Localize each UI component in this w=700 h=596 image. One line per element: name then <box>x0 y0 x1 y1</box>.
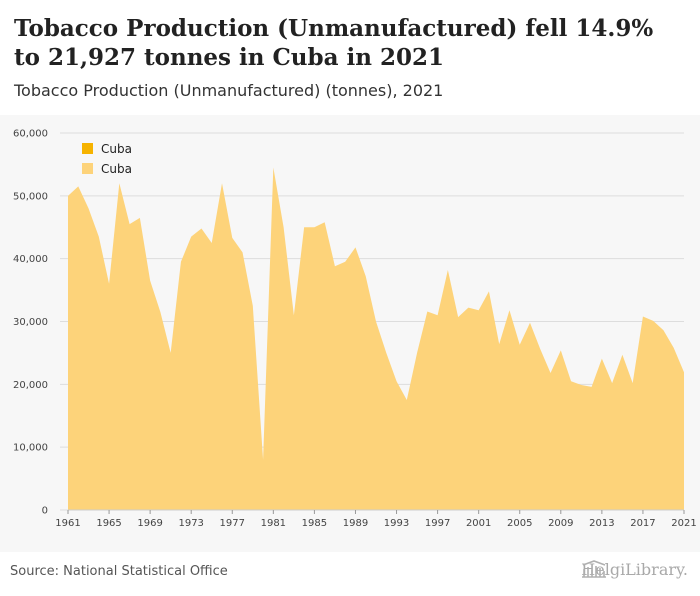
brand-name: HelgiLibrary. <box>581 560 688 579</box>
x-tick-label: 1969 <box>137 518 162 529</box>
x-tick-label: 2001 <box>466 518 491 529</box>
x-tick-label: 1989 <box>343 518 368 529</box>
x-tick-label: 2005 <box>507 518 532 529</box>
x-tick-label: 2017 <box>630 518 655 529</box>
y-tick-label: 10,000 <box>13 443 48 454</box>
chart-title: Tobacco Production (Unmanufactured) fell… <box>14 15 654 71</box>
x-tick-label: 1993 <box>384 518 409 529</box>
y-tick-label: 50,000 <box>13 191 48 202</box>
y-tick-label: 60,000 <box>13 129 48 140</box>
footer <box>0 552 700 596</box>
x-tick-label: 2009 <box>548 518 573 529</box>
legend-label: Cuba <box>101 142 132 156</box>
x-tick-label: 1973 <box>178 518 203 529</box>
x-tick-label: 1997 <box>425 518 450 529</box>
y-tick-label: 30,000 <box>13 317 48 328</box>
series-area-cuba <box>68 167 684 510</box>
chart-panel: 0 10,000 20,000 30,000 40,000 50,000 60,000 196… <box>0 115 700 552</box>
x-tick-label: 1985 <box>302 518 327 529</box>
brand[interactable]: HelgiLibrary. <box>581 560 688 579</box>
y-tick-label: 20,000 <box>13 380 48 391</box>
y-tick-label: 40,000 <box>13 254 48 265</box>
source-note: Source: National Statistical Office <box>10 564 228 579</box>
x-tick-label: 1965 <box>96 518 121 529</box>
chart-subtitle: Tobacco Production (Unmanufactured) (ton… <box>14 81 444 100</box>
legend-label: Cuba <box>101 162 132 176</box>
x-tick-label: 2021 <box>671 518 696 529</box>
library-logo-icon <box>582 560 607 578</box>
y-tick-label: 0 <box>42 506 48 517</box>
x-tick-label: 1981 <box>261 518 286 529</box>
area-chart: 0 10,000 20,000 30,000 40,000 50,000 60,000 196… <box>13 129 697 530</box>
x-tick-label: 2013 <box>589 518 614 529</box>
x-tick-label: 1961 <box>55 518 80 529</box>
legend-swatch <box>82 163 93 174</box>
legend-swatch <box>82 143 93 154</box>
x-tick-label: 1977 <box>220 518 245 529</box>
